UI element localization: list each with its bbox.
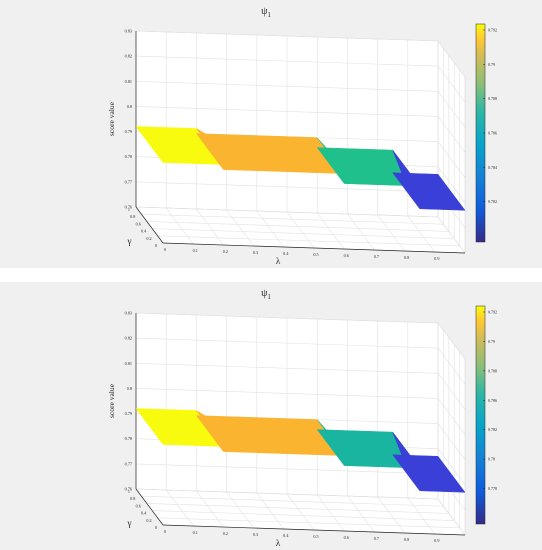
y-tick-label: 0.4 xyxy=(141,229,147,234)
y-tick-label: 0.8 xyxy=(130,214,135,219)
colorbar-tick-label: 0.786 xyxy=(488,398,497,403)
z-tick-label: 0.83 xyxy=(125,29,132,34)
surface-plateau xyxy=(392,454,466,493)
title-subscript: 1 xyxy=(267,293,271,301)
y-tick-label: 0.8 xyxy=(130,496,135,501)
y-gridline xyxy=(152,62,455,239)
surface-plateau xyxy=(392,172,466,211)
colorbar-tick-label: 0.782 xyxy=(488,427,497,432)
x-tick-label: 0.3 xyxy=(253,532,258,537)
z-tick-label: 0.78 xyxy=(125,154,132,159)
x-tick-label: 0.4 xyxy=(283,533,289,538)
colorbar xyxy=(475,305,486,525)
x-tick-label: 0.7 xyxy=(374,536,379,541)
y-gridline xyxy=(135,41,439,218)
y-tick-label: 1 xyxy=(128,489,130,494)
y-tick-label: 0 xyxy=(155,525,157,530)
y-gridline xyxy=(157,351,460,529)
x-tick-label: 0.2 xyxy=(223,531,228,536)
x-tick-label: 0 xyxy=(164,529,166,534)
z-tick-label: 0.8 xyxy=(127,104,132,109)
x-tick-label: 0.5 xyxy=(313,534,318,539)
colorbar-tick-label: 0.79 xyxy=(488,339,495,344)
x-tick-label: 0.1 xyxy=(193,248,198,253)
colorbar-tick-label: 0.79 xyxy=(488,62,495,67)
chart-title: ψ1 xyxy=(261,288,271,301)
z-tick-label: 0.79 xyxy=(125,129,132,134)
colorbar-tick-label: 0.792 xyxy=(488,28,497,33)
z-tick-label: 0.78 xyxy=(125,436,132,441)
x-tick-label: 0.7 xyxy=(374,254,379,259)
title-symbol: ψ xyxy=(261,288,268,299)
z-tick-label: 0.82 xyxy=(125,54,132,59)
chart-canvas: 0 0.1 0.2 0.3 0.4 0.5 0.6 0.7 0.8 0.900.20.40.60.… xyxy=(107,288,497,548)
title-symbol: ψ xyxy=(261,6,268,17)
x-tick-label: 0.3 xyxy=(253,250,258,255)
x-tick-label: 0.8 xyxy=(404,255,409,260)
surface-chart-bottom: 0 0.1 0.2 0.3 0.4 0.5 0.6 0.7 0.8 0.9 0 0.2 0.4 0.6 0.… xyxy=(0,282,542,550)
y-axis-line xyxy=(135,206,164,244)
surface-chart-top: 0 0.1 0.2 0.3 0.4 0.5 0.6 0.7 0.8 0.9 0 0.2 0.4 0.6 0.… xyxy=(0,0,542,268)
y-gridline xyxy=(146,55,450,232)
x-tick-label: 0.9 xyxy=(434,256,439,261)
colorbar-tick-label: 0.778 xyxy=(488,486,497,491)
x-axis-line xyxy=(162,242,466,254)
x-tick-label: 0.9 xyxy=(434,538,439,543)
y-tick-label: 0.6 xyxy=(136,503,141,508)
colorbar-tick-label: 0.792 xyxy=(488,310,497,315)
colorbar-tick-label: 0.784 xyxy=(488,165,497,170)
y-tick-label: 0.2 xyxy=(146,236,151,241)
y-tick-label: 0.4 xyxy=(141,511,147,516)
colorbar-tick-label: 0.78 xyxy=(488,457,495,462)
z-tick-label: 0.76 xyxy=(125,487,132,492)
x-axis-line xyxy=(162,524,466,536)
y-axis-label: γ xyxy=(127,518,132,528)
z-tick-label: 0.77 xyxy=(125,461,132,466)
z-tick-label: 0.82 xyxy=(125,336,132,341)
z-tick-label: 0.79 xyxy=(125,411,132,416)
x-tick-label: 0.1 xyxy=(193,530,198,535)
x-axis-label: λ xyxy=(276,538,281,548)
chart-title: ψ1 xyxy=(261,6,271,19)
y-gridline xyxy=(146,337,450,514)
colorbar-tick-label: 0.782 xyxy=(488,199,497,204)
y-tick-label: 0.6 xyxy=(136,221,141,226)
x-tick-label: 0.8 xyxy=(404,537,409,542)
y-axis-line xyxy=(135,488,164,526)
z-tick-label: 0.76 xyxy=(125,205,132,210)
y-gridline xyxy=(135,323,439,500)
y-tick-label: 1 xyxy=(128,207,130,212)
title-subscript: 1 xyxy=(267,11,271,19)
colorbar-tick-label: 0.786 xyxy=(488,131,497,136)
z-tick-label: 0.81 xyxy=(125,361,132,366)
z-tick-label: 0.81 xyxy=(125,79,132,84)
y-gridline xyxy=(157,69,460,247)
y-tick-label: 0 xyxy=(155,243,157,248)
y-tick-label: 0.2 xyxy=(146,518,151,523)
z-axis-label: score value xyxy=(107,383,116,418)
colorbar-tick-label: 0.788 xyxy=(488,96,497,101)
z-tick-label: 0.83 xyxy=(125,311,132,316)
x-tick-label: 0 xyxy=(164,247,166,252)
y-axis-label: γ xyxy=(127,236,132,246)
y-gridline xyxy=(141,48,444,225)
x-tick-label: 0.6 xyxy=(344,535,349,540)
colorbar-tick-label: 0.788 xyxy=(488,368,497,373)
chart-canvas: 0 0.1 0.2 0.3 0.4 0.5 0.6 0.7 0.8 0.900.20.40.60.… xyxy=(107,6,497,266)
z-tick-label: 0.77 xyxy=(125,179,132,184)
z-tick-label: 0.8 xyxy=(127,386,132,391)
y-gridline xyxy=(141,330,444,507)
x-tick-label: 0.5 xyxy=(313,252,318,257)
y-gridline xyxy=(152,344,455,521)
z-axis-label: score value xyxy=(107,101,116,136)
x-tick-label: 0.2 xyxy=(223,249,228,254)
x-axis-label: λ xyxy=(276,256,281,266)
x-tick-label: 0.4 xyxy=(283,251,289,256)
x-tick-label: 0.6 xyxy=(344,253,349,258)
